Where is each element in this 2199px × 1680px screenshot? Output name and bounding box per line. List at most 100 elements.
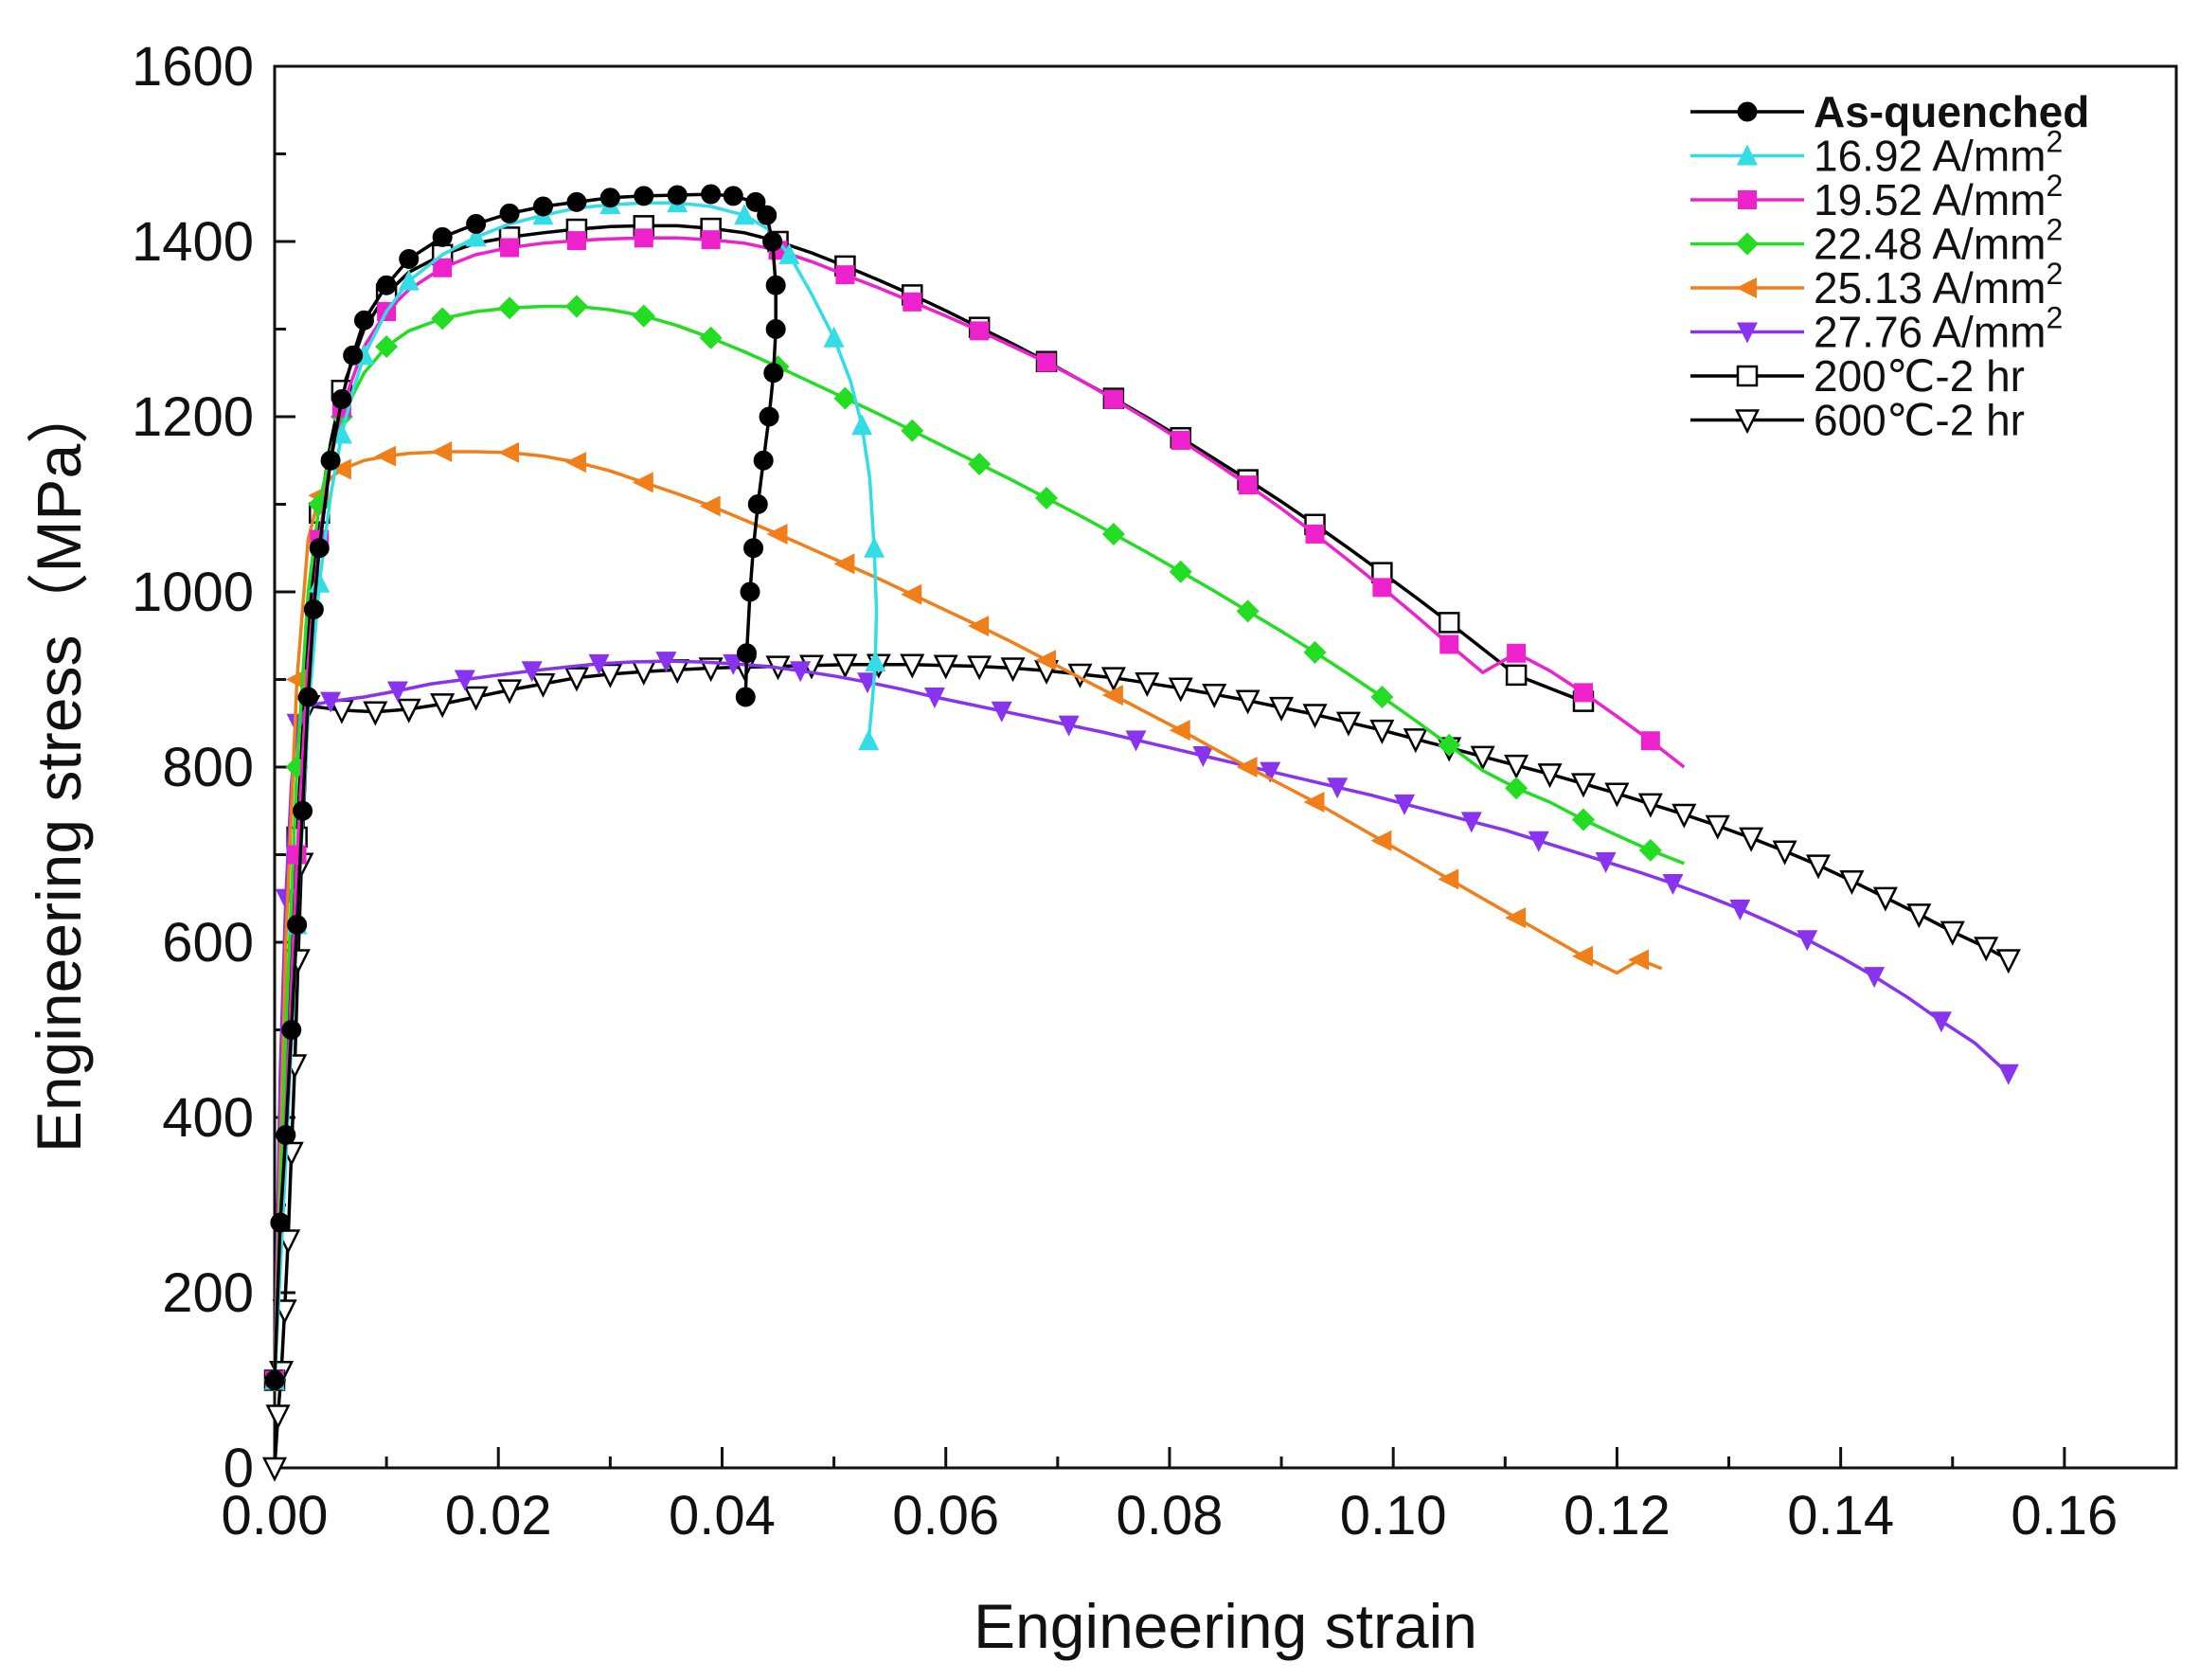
series-7-point: [1403, 728, 1428, 754]
series-2: [265, 228, 1686, 1390]
series-0-point: [634, 186, 654, 206]
series-2-point: [903, 292, 922, 312]
series-4-point: [632, 472, 653, 493]
series-5-point: [1125, 730, 1147, 752]
legend-marker: [1738, 190, 1757, 209]
series-0-point: [499, 203, 520, 223]
series-4-point: [766, 523, 788, 545]
legend-label: 27.76 A/mm2: [1814, 301, 2063, 357]
legend-item: 200℃-2 hr: [1690, 351, 2025, 401]
series-5-point: [655, 652, 677, 673]
series-5-point: [286, 713, 308, 735]
series-5-point: [1460, 812, 1482, 833]
series-4-point: [1571, 945, 1593, 967]
y-tick-label: 800: [162, 737, 254, 798]
series-4-point: [330, 458, 351, 480]
series-2-point: [634, 228, 653, 248]
series-5-point: [588, 653, 610, 675]
legend-label-text: 27.76 A/mm: [1814, 308, 2046, 357]
series-7-point: [1000, 657, 1026, 683]
series-7-point: [1806, 854, 1832, 880]
legend-item: As-quenched: [1690, 87, 2089, 136]
legend-label-superscript: 2: [2046, 169, 2063, 203]
series-5-point: [923, 688, 945, 708]
series-2-point: [1640, 731, 1660, 751]
legend-marker: [1736, 232, 1759, 256]
series-3-point: [564, 295, 588, 318]
series-0-point: [753, 450, 774, 471]
series-2-point: [1507, 643, 1527, 663]
series-3-point: [1571, 808, 1595, 831]
series-2-point: [287, 845, 307, 865]
series-7-point: [363, 701, 388, 726]
x-tick-label: 0.02: [445, 1485, 552, 1546]
series-4-point: [1101, 685, 1123, 706]
series-7-point: [396, 698, 421, 724]
series-5-point: [1528, 831, 1549, 852]
data-series: [261, 184, 2021, 1482]
series-7-line: [273, 663, 2010, 1469]
series-0-point: [309, 538, 330, 559]
x-tick-label: 0.06: [892, 1485, 999, 1546]
series-3-point: [1101, 522, 1125, 545]
series-5-point: [1662, 874, 1684, 896]
series-4-point: [498, 441, 520, 463]
legend-marker: [1736, 365, 1759, 387]
series-7-point: [1100, 667, 1126, 692]
series-7-point: [265, 1404, 291, 1430]
series-7-point: [933, 654, 958, 680]
series-1-point: [331, 422, 352, 444]
legend-label: 25.13 A/mm2: [1814, 257, 2063, 313]
series-7-point: [1335, 711, 1361, 737]
series-6-point: [1438, 612, 1460, 634]
series-5-point: [1930, 1011, 1952, 1033]
series-3-point: [1505, 777, 1529, 800]
series-4: [263, 441, 1663, 1391]
series-7-point: [463, 686, 489, 711]
series-7-point: [1369, 719, 1395, 744]
legend-label-superscript: 2: [2046, 257, 2063, 291]
legend-label-superscript: 2: [2046, 125, 2063, 159]
series-7-point: [1504, 754, 1529, 779]
series-7-point: [900, 653, 925, 679]
series-0-point: [466, 214, 487, 234]
series-0-point: [765, 275, 786, 295]
series-0-point: [293, 800, 313, 821]
series-1-line: [273, 201, 879, 1381]
series-0-point: [343, 345, 364, 366]
series-5-point: [454, 670, 475, 691]
series-2-point: [1238, 475, 1258, 495]
y-tick-label: 1200: [132, 386, 254, 448]
x-tick-label: 0.12: [1564, 1485, 1671, 1546]
series-5-point: [1595, 851, 1617, 873]
series-7-point: [1839, 870, 1865, 896]
y-tick-label: 1600: [132, 36, 254, 98]
x-tick-label: 0.04: [669, 1485, 776, 1546]
legend-label-superscript: 2: [2046, 301, 2063, 335]
series-5-point: [1729, 899, 1751, 920]
series-0-point: [735, 687, 756, 707]
series-7-point: [1537, 763, 1563, 789]
series-4-point: [1505, 907, 1527, 929]
series-2-point: [970, 321, 990, 341]
legend-label: 22.48 A/mm2: [1814, 213, 2063, 269]
series-0-point: [599, 188, 620, 208]
series-4-point: [1628, 949, 1650, 971]
series-4-point: [1236, 757, 1258, 777]
series-5-point: [1393, 794, 1415, 815]
series-0-point: [736, 643, 757, 664]
series-4-point: [1035, 650, 1057, 671]
series-7-point: [1995, 949, 2021, 974]
series-1-point: [778, 242, 800, 264]
series-0-point: [331, 389, 352, 409]
series-7-point: [1235, 689, 1260, 715]
legend-label-text: As-quenched: [1814, 87, 2089, 136]
legend-label: 16.92 A/mm2: [1814, 125, 2063, 181]
series-3-point: [632, 304, 655, 328]
series-5-point: [521, 661, 543, 683]
series-0-point: [320, 450, 341, 471]
series-7-point: [1637, 793, 1663, 818]
series-0-point: [566, 191, 587, 212]
legend-marker: [1736, 277, 1757, 298]
